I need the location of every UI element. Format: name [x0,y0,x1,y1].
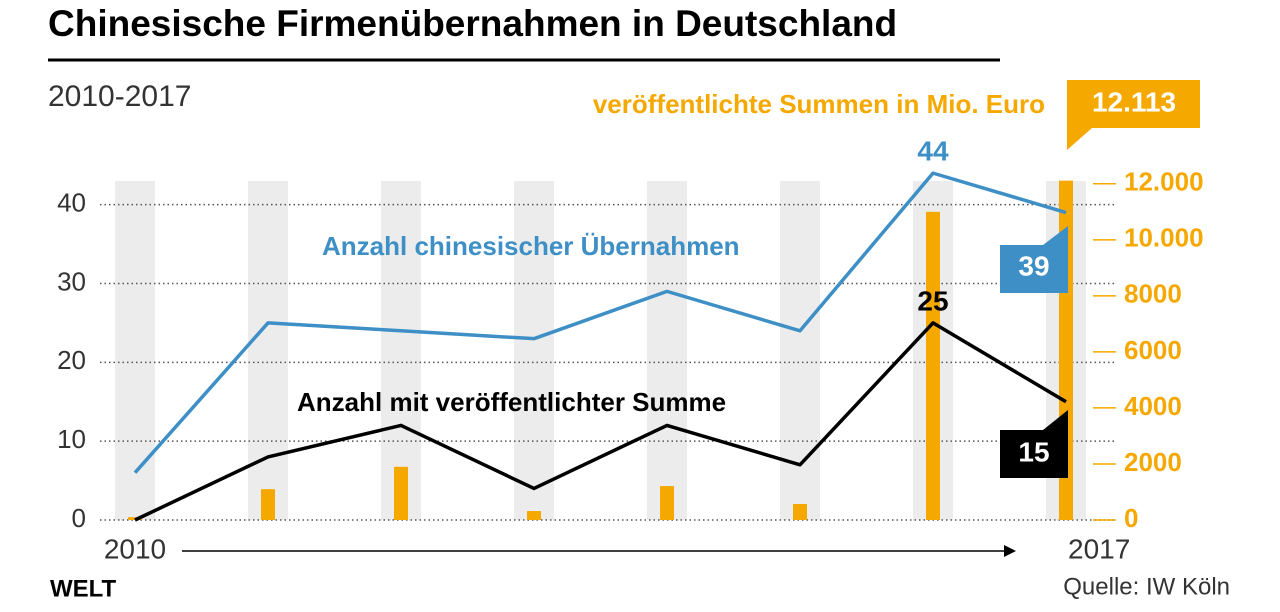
legend-label: Anzahl mit veröffentlichter Summe [297,387,726,417]
y2-tick-label: 4000 [1124,391,1182,421]
source: Quelle: IW Köln [1063,573,1230,600]
y2-tick-label: 8000 [1124,279,1182,309]
bar [926,211,940,520]
band [647,181,687,520]
y-tick-label: 0 [72,503,86,533]
y-tick-label: 10 [57,424,86,454]
line [133,171,1067,474]
y2-tick-label: 6000 [1124,335,1182,365]
data-label: 25 [917,285,948,316]
legend-label: veröffentlichte Summen in Mio. Euro [593,89,1045,119]
band [514,181,554,520]
chart-title: Chinesische Firmenübernahmen in Deutschl… [48,3,897,44]
y-tick-label: 30 [57,266,86,296]
callout-box [1000,226,1068,293]
bar [261,489,275,520]
band [381,181,421,520]
y-tick-label: 40 [57,188,86,218]
y2-tick-label: 2000 [1124,447,1182,477]
data-label: 15 [1018,436,1049,467]
line [134,321,1067,522]
legend-label: Anzahl chinesischer Übernahmen [322,231,740,261]
bar [527,511,541,520]
band [780,181,820,520]
bar [394,466,408,520]
y-tick-label: 20 [57,345,86,375]
y2-tick-label: 10.000 [1124,223,1204,253]
callout-box [1067,80,1200,150]
x-tick-label: 2010 [104,533,166,564]
data-label: 39 [1018,250,1049,281]
logo: WELT [50,575,117,602]
band [248,181,288,520]
y2-tick-label: 12.000 [1124,167,1204,197]
x-tick-label: 2017 [1068,533,1130,564]
bar [660,486,674,520]
band [115,181,155,520]
arrow-head [1004,545,1016,557]
data-label: 12.113 [1092,86,1176,117]
data-label: 44 [917,135,949,166]
y2-tick-label: 0 [1124,503,1138,533]
bar [793,504,807,520]
callout-box [1000,410,1068,478]
subtitle: 2010-2017 [48,80,191,113]
